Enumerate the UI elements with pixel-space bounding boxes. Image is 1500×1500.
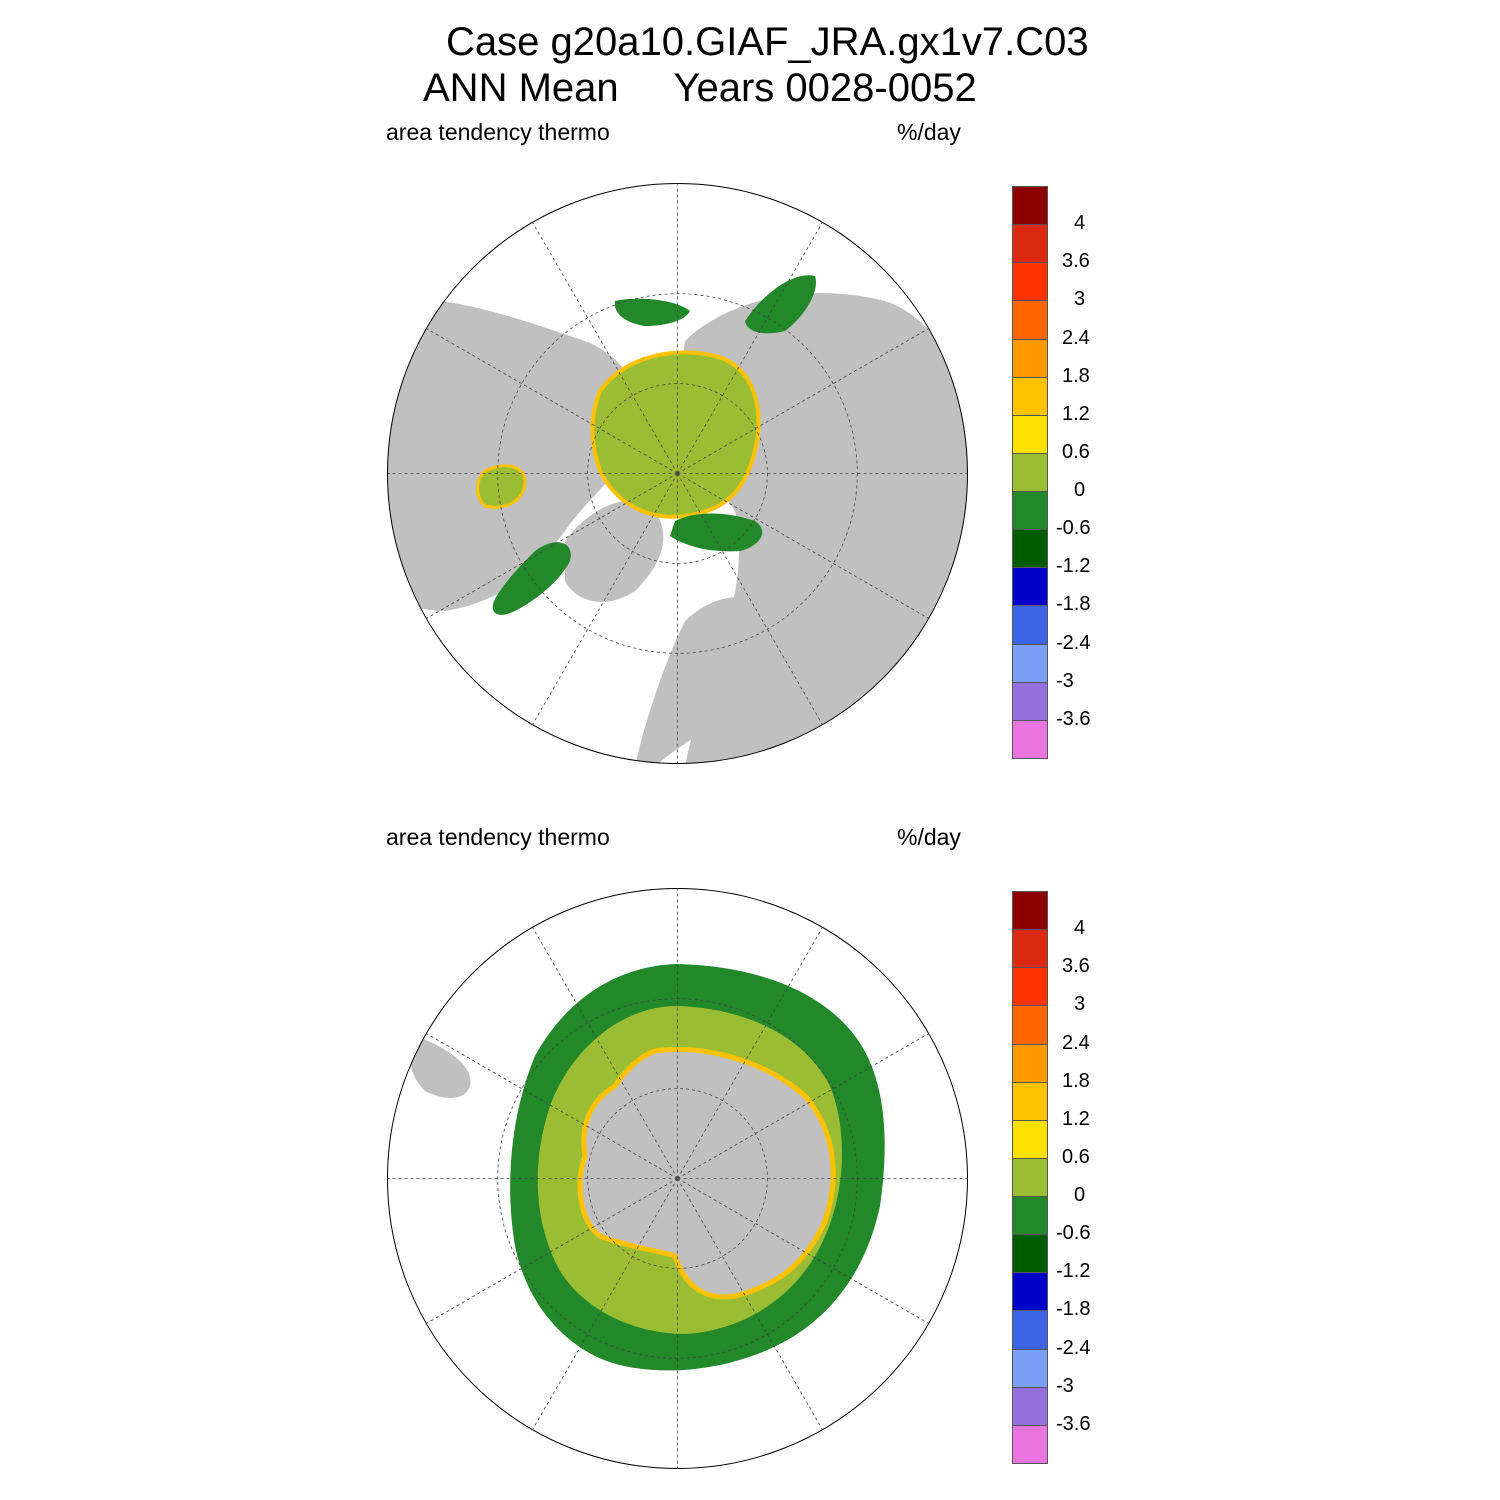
meridian-line bbox=[426, 328, 678, 474]
meridian-line bbox=[677, 927, 823, 1179]
north-colorbar-swatch bbox=[1012, 262, 1048, 302]
meridian-line bbox=[426, 473, 678, 619]
meridian-line bbox=[677, 473, 823, 725]
meridian-line bbox=[677, 1178, 929, 1324]
south-colorbar-tick-label: -1.8 bbox=[1056, 1298, 1091, 1321]
meridian-line bbox=[532, 473, 678, 725]
north-ice-arctic bbox=[590, 350, 761, 519]
south-colorbar-tick-label: -0.6 bbox=[1056, 1222, 1091, 1245]
meridian-line bbox=[677, 473, 929, 619]
south-colorbar-swatch bbox=[1012, 929, 1048, 969]
meridian-line bbox=[677, 328, 929, 474]
north-ice-bering bbox=[614, 298, 690, 326]
south-colorbar-swatch bbox=[1012, 1386, 1048, 1426]
north-polar-map bbox=[387, 183, 968, 764]
north-colorbar-swatch bbox=[1012, 491, 1048, 531]
south-variable-label: area tendency thermo bbox=[386, 824, 610, 850]
north-colorbar-tick-label: 3 bbox=[1074, 288, 1086, 311]
north-land-america bbox=[387, 299, 642, 611]
north-land-greenland bbox=[565, 501, 664, 602]
south-colorbar-swatch bbox=[1012, 1424, 1048, 1464]
plot-title-line1: Case g20a10.GIAF_JRA.gx1v7.C03 bbox=[446, 20, 1089, 64]
south-colorbar-tick-label: -1.2 bbox=[1056, 1260, 1091, 1283]
north-colorbar-tick-label: -3 bbox=[1056, 669, 1074, 692]
north-colorbar-tick-label: 1.8 bbox=[1062, 364, 1090, 387]
north-colorbar-swatch bbox=[1012, 300, 1048, 340]
meridian-line bbox=[532, 1178, 678, 1430]
north-colorbar-swatch bbox=[1012, 452, 1048, 493]
south-colorbar-swatch bbox=[1012, 1043, 1048, 1083]
south-colorbar-tick-label: 2.4 bbox=[1062, 1031, 1090, 1054]
north-colorbar-tick-label: -1.8 bbox=[1056, 593, 1091, 616]
south-colorbar-tick-label: 1.8 bbox=[1062, 1069, 1090, 1092]
north-units-label: %/day bbox=[897, 119, 961, 145]
south-colorbar-swatch bbox=[1012, 1196, 1048, 1236]
north-colorbar-swatch bbox=[1012, 186, 1048, 226]
meridian-line bbox=[677, 1178, 823, 1430]
south-colorbar-swatch bbox=[1012, 967, 1048, 1007]
latitude-ring bbox=[587, 383, 768, 564]
north-colorbar-swatch bbox=[1012, 224, 1048, 264]
north-colorbar-tick-label: -0.6 bbox=[1056, 517, 1091, 540]
latitude-ring bbox=[587, 1088, 768, 1269]
south-colorbar-swatch bbox=[1012, 1081, 1048, 1121]
north-colorbar-swatch bbox=[1012, 643, 1048, 683]
north-colorbar-tick-label: 0 bbox=[1074, 479, 1086, 502]
south-land-southamerica bbox=[409, 1036, 471, 1098]
south-colorbar-tick-label: 3 bbox=[1074, 993, 1086, 1016]
meridian-line bbox=[532, 222, 678, 474]
meridian-line bbox=[426, 1178, 678, 1324]
north-colorbar-swatch bbox=[1012, 414, 1048, 454]
south-map-gridlines bbox=[387, 888, 968, 1469]
north-colorbar-tick-label: -1.2 bbox=[1056, 555, 1091, 578]
south-polar-map bbox=[387, 888, 968, 1469]
south-colorbar-tick-label: 1.2 bbox=[1062, 1107, 1090, 1130]
south-colorbar-swatch bbox=[1012, 1119, 1048, 1159]
south-colorbar-tick-label: -3 bbox=[1056, 1374, 1074, 1397]
north-colorbar-swatch bbox=[1012, 719, 1048, 759]
north-colorbar-swatch bbox=[1012, 338, 1048, 378]
south-colorbar-tick-label: -3.6 bbox=[1056, 1412, 1091, 1435]
plot-title-line2: ANN Mean Years 0028-0052 bbox=[423, 66, 977, 110]
meridian-line bbox=[677, 1033, 929, 1179]
north-ice-barents bbox=[670, 513, 763, 552]
north-colorbar-swatch bbox=[1012, 567, 1048, 607]
south-units-label: %/day bbox=[897, 824, 961, 850]
north-colorbar-tick-label: 1.2 bbox=[1062, 402, 1090, 425]
south-colorbar-swatch bbox=[1012, 1272, 1048, 1312]
north-map-gridlines bbox=[387, 183, 968, 764]
south-colorbar-tick-label: 0.6 bbox=[1062, 1145, 1090, 1168]
north-colorbar-tick-label: 2.4 bbox=[1062, 326, 1090, 349]
north-colorbar-swatch bbox=[1012, 681, 1048, 721]
latitude-ring bbox=[497, 998, 858, 1359]
south-colorbar-swatch bbox=[1012, 1005, 1048, 1045]
south-colorbar-swatch bbox=[1012, 891, 1048, 931]
south-colorbar: 4 3.6 3 2.4 1.8 1.2 0.6 0 -0.6 -1.2 -1.8 -2.4 -3 -3.6 bbox=[1012, 891, 1090, 1464]
north-variable-label: area tendency thermo bbox=[386, 119, 610, 145]
south-colorbar-tick-label: -2.4 bbox=[1056, 1336, 1091, 1359]
north-colorbar-tick-label: -2.4 bbox=[1056, 631, 1091, 654]
north-colorbar-swatch bbox=[1012, 529, 1048, 569]
north-ice-hudson bbox=[476, 464, 527, 509]
south-colorbar-swatch bbox=[1012, 1348, 1048, 1388]
north-colorbar-tick-label: -3.6 bbox=[1056, 707, 1091, 730]
north-colorbar-tick-label: 4 bbox=[1074, 212, 1086, 235]
north-colorbar: 4 3.6 3 2.4 1.8 1.2 0.6 0 -0.6 -1.2 -1.8 -2.4 -3 -3.6 bbox=[1012, 186, 1090, 759]
meridian-line bbox=[532, 927, 678, 1179]
meridian-line bbox=[677, 222, 823, 474]
north-colorbar-tick-label: 3.6 bbox=[1062, 250, 1090, 273]
south-colorbar-swatch bbox=[1012, 1310, 1048, 1350]
south-colorbar-swatch bbox=[1012, 1234, 1048, 1274]
south-colorbar-tick-label: 4 bbox=[1074, 917, 1086, 940]
latitude-ring bbox=[497, 293, 858, 654]
north-land-europe bbox=[635, 597, 766, 764]
north-ice-okhotsk bbox=[745, 275, 816, 334]
north-colorbar-tick-label: 0.6 bbox=[1062, 440, 1090, 463]
meridian-line bbox=[426, 1033, 678, 1179]
south-colorbar-swatch bbox=[1012, 1157, 1048, 1198]
north-colorbar-swatch bbox=[1012, 605, 1048, 645]
south-colorbar-tick-label: 0 bbox=[1074, 1184, 1086, 1207]
north-colorbar-swatch bbox=[1012, 376, 1048, 416]
south-colorbar-tick-label: 3.6 bbox=[1062, 955, 1090, 978]
